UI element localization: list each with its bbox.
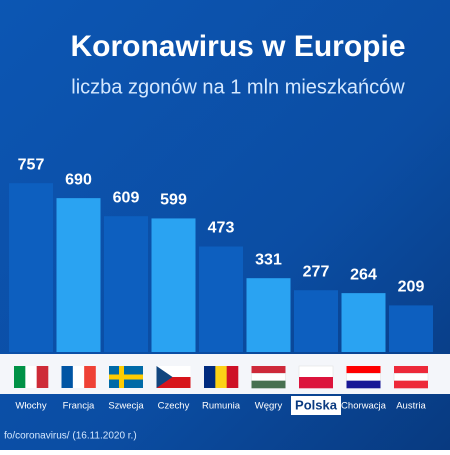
bar bbox=[104, 216, 148, 352]
flag-part bbox=[251, 366, 286, 374]
value-label: 599 bbox=[160, 192, 187, 209]
value-label: 690 bbox=[65, 171, 92, 188]
flag-part bbox=[251, 380, 286, 389]
flag-part bbox=[226, 366, 239, 388]
source: fo/coronavirus/ (16.11.2020 r.) bbox=[4, 431, 137, 442]
bar bbox=[56, 198, 101, 352]
flag-part bbox=[215, 366, 227, 388]
flag-part bbox=[346, 380, 381, 389]
flag-part bbox=[299, 377, 333, 389]
flag-part bbox=[346, 366, 381, 374]
flag-part bbox=[393, 373, 429, 382]
x-tick-label: Francja bbox=[63, 401, 95, 412]
x-tick-label: Rumunia bbox=[202, 401, 241, 412]
flag-part bbox=[25, 366, 37, 388]
bar bbox=[199, 246, 243, 352]
x-tick-label: Chorwacja bbox=[341, 401, 387, 412]
chart-title: Koronawirus w Europie bbox=[70, 30, 405, 63]
flag-part bbox=[109, 374, 143, 380]
bar bbox=[341, 293, 386, 352]
bar bbox=[246, 278, 291, 352]
flag-part bbox=[36, 366, 49, 388]
x-tick-label: Szwecja bbox=[108, 401, 144, 412]
x-tick-label: Węgry bbox=[255, 401, 283, 412]
flag-part bbox=[394, 366, 428, 374]
x-tick-label: Włochy bbox=[15, 401, 46, 412]
bar bbox=[294, 290, 338, 352]
flag-part bbox=[251, 373, 286, 382]
value-label: 473 bbox=[208, 220, 235, 237]
bar bbox=[151, 218, 196, 352]
flag-part bbox=[156, 377, 191, 388]
flag-part bbox=[394, 380, 428, 389]
flag-part bbox=[14, 366, 26, 388]
flag-part bbox=[61, 366, 74, 388]
flag-part bbox=[204, 366, 216, 388]
x-tick-label: Polska bbox=[295, 397, 338, 412]
flag-part bbox=[72, 366, 85, 388]
value-label: 331 bbox=[255, 251, 282, 268]
value-label: 277 bbox=[303, 263, 330, 280]
bar bbox=[9, 183, 53, 352]
value-label: 264 bbox=[350, 266, 377, 283]
flag-part bbox=[156, 366, 191, 377]
flag-part bbox=[84, 366, 96, 388]
flag-part bbox=[346, 373, 381, 382]
flag-part bbox=[298, 365, 334, 378]
value-label: 209 bbox=[398, 279, 425, 296]
flag-part bbox=[156, 366, 173, 388]
highlight-box bbox=[291, 396, 341, 415]
x-tick-label: Czechy bbox=[158, 401, 190, 412]
value-label: 757 bbox=[18, 156, 45, 173]
x-tick-label: Austria bbox=[396, 401, 426, 412]
chart-subtitle: liczba zgonów na 1 mln mieszkańców bbox=[71, 76, 405, 98]
value-label: 609 bbox=[113, 189, 140, 206]
bar bbox=[389, 305, 433, 352]
